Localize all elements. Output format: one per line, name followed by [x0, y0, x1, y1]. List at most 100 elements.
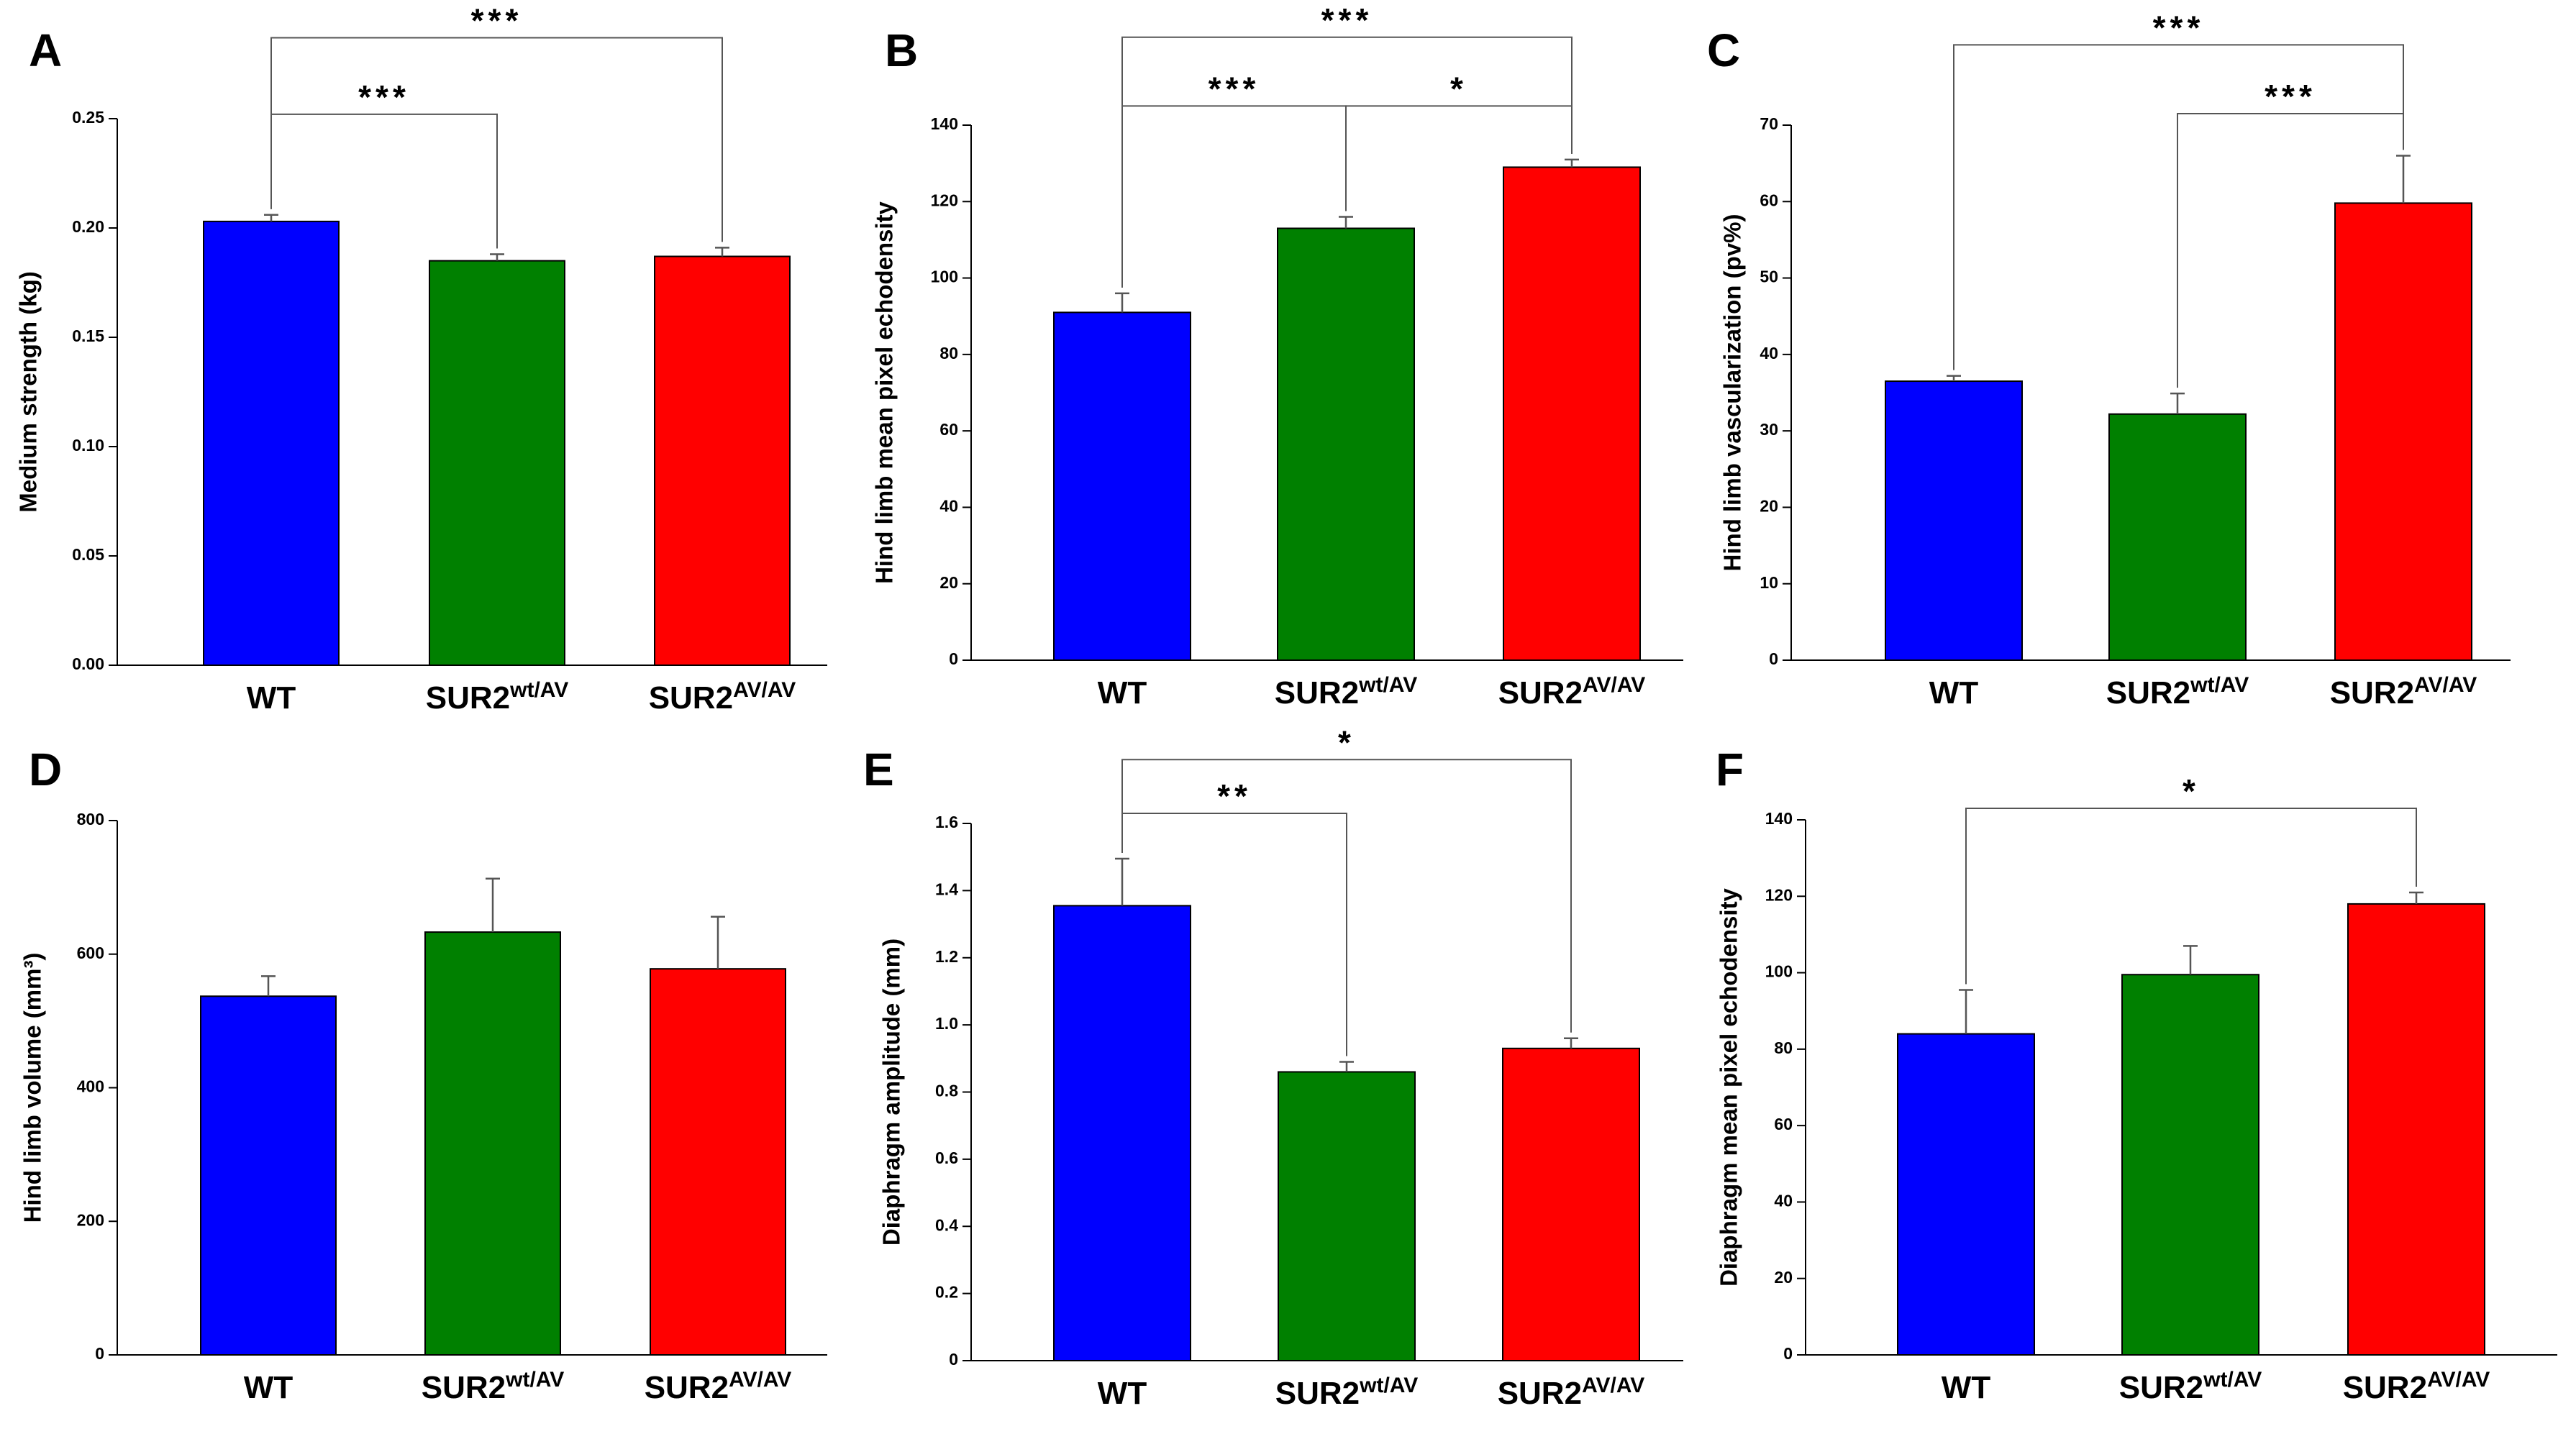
- category-label: SUR2AV/AV: [2330, 673, 2477, 711]
- y-tick-label: 0: [949, 649, 958, 668]
- y-tick-label: 0.20: [72, 217, 104, 236]
- significance-label: ***: [471, 2, 523, 40]
- significance-label: ***: [358, 78, 410, 116]
- y-tick-label: 0.05: [72, 545, 104, 564]
- bar-sur2-wt-av: [429, 260, 565, 667]
- y-tick-label: 0.15: [72, 326, 104, 345]
- significance-bracket: [270, 37, 723, 242]
- bar-sur2-av-av: [2334, 202, 2472, 661]
- y-tick-label: 0.4: [935, 1215, 958, 1234]
- y-tick-label: 0.8: [935, 1082, 958, 1100]
- y-tick-label: 600: [77, 944, 104, 962]
- significance-bracket: [1121, 759, 1572, 1033]
- y-tick-label: 100: [1765, 962, 1793, 981]
- y-tick-label: 30: [1760, 420, 1778, 439]
- panel-f: F 0 20 40 60 80 100 120 140 Diaphragm mean pixel …: [1716, 744, 2557, 1405]
- y-tick-label: 0: [95, 1344, 104, 1363]
- panel-letter: C: [1707, 24, 1740, 76]
- bar-sur2-wt-av: [1278, 1071, 1416, 1362]
- y-tick-label: 40: [939, 497, 958, 516]
- y-tick-label: 0.25: [72, 108, 104, 127]
- y-tick-label: 80: [1774, 1038, 1793, 1057]
- category-label: SUR2AV/AV: [1498, 673, 1646, 711]
- y-axis-label: Diaphragm amplitude (mm): [878, 939, 905, 1246]
- category-label: WT: [1942, 1370, 1991, 1405]
- y-tick-label: 140: [931, 114, 958, 133]
- significance-bracket: [1121, 36, 1573, 288]
- panel-letter: D: [29, 744, 62, 795]
- panel-letter: B: [885, 24, 918, 76]
- y-tick-label: 70: [1760, 114, 1778, 133]
- y-tick-label: 10: [1760, 573, 1778, 592]
- significance-label: *: [2183, 772, 2200, 810]
- panel-c: C 0 10 20 30 40 50 60 70 Hind limb vascularizatio…: [1707, 9, 2511, 711]
- y-tick-label: 50: [1760, 268, 1778, 286]
- category-label: SUR2AV/AV: [2343, 1368, 2490, 1405]
- y-tick-label: 1.0: [935, 1014, 958, 1033]
- y-tick-label: 0: [949, 1350, 958, 1369]
- bar-sur2-av-av: [2347, 903, 2485, 1356]
- significance-label: *: [1338, 723, 1355, 761]
- category-label: SUR2wt/AV: [1275, 673, 1417, 711]
- category-label: WT: [1098, 675, 1147, 711]
- y-tick-label: 20: [1760, 497, 1778, 516]
- y-axis-label: Medium strength (kg): [15, 271, 42, 513]
- panel-a: A 0.00 0.05 0.10 0.15 0.20 0.25 Medium strength…: [15, 2, 827, 716]
- significance-bracket: [1953, 44, 2404, 370]
- significance-label: ***: [1209, 70, 1260, 107]
- category-label: SUR2wt/AV: [1275, 1374, 1418, 1411]
- bar-sur2-av-av: [650, 968, 786, 1356]
- bar-sur2-wt-av: [1277, 227, 1415, 661]
- bar-sur2-av-av: [654, 255, 791, 666]
- y-tick-label: 0.6: [935, 1148, 958, 1167]
- significance-label: *: [1450, 70, 1467, 107]
- bar-wt: [203, 220, 340, 666]
- y-tick-label: 0: [1783, 1344, 1793, 1363]
- y-tick-label: 0.10: [72, 436, 104, 455]
- bar-sur2-av-av: [1502, 1047, 1640, 1362]
- y-tick-label: 400: [77, 1077, 104, 1096]
- panel-d: D 0 200 400 600 800 Hind limb volume (mm³) WT SU…: [19, 744, 827, 1405]
- bar-wt: [1053, 905, 1191, 1361]
- y-tick-label: 200: [77, 1210, 104, 1229]
- y-tick-label: 120: [931, 191, 958, 209]
- bar-wt: [200, 995, 337, 1356]
- y-tick-label: 100: [931, 268, 958, 286]
- y-tick-label: 800: [77, 810, 104, 828]
- category-label: SUR2AV/AV: [645, 1368, 792, 1405]
- y-tick-label: 20: [1774, 1268, 1793, 1287]
- category-label: WT: [247, 680, 296, 716]
- category-label: SUR2wt/AV: [2119, 1368, 2262, 1405]
- y-tick-label: 0.00: [72, 654, 104, 673]
- bar-sur2-av-av: [1503, 166, 1641, 661]
- category-label: SUR2AV/AV: [649, 678, 796, 716]
- bar-wt: [1885, 380, 2023, 661]
- significance-label: **: [1217, 777, 1252, 815]
- y-axis-label: Hind limb volume (mm³): [19, 953, 46, 1223]
- y-tick-label: 60: [939, 420, 958, 439]
- category-label: SUR2wt/AV: [426, 678, 568, 716]
- panel-letter: F: [1716, 744, 1744, 795]
- y-tick-label: 1.2: [935, 947, 958, 966]
- category-label: SUR2AV/AV: [1498, 1374, 1645, 1411]
- category-label: WT: [244, 1370, 293, 1405]
- y-tick-label: 0: [1769, 649, 1778, 668]
- y-tick-label: 20: [939, 573, 958, 592]
- category-label: SUR2wt/AV: [2106, 673, 2249, 711]
- y-tick-label: 140: [1765, 809, 1793, 828]
- y-tick-label: 60: [1760, 191, 1778, 209]
- significance-label: ***: [2153, 9, 2205, 46]
- panel-b: B 0 20 40 60 80 100 120 140 Hind limb mean pixel …: [871, 1, 1683, 711]
- significance-bracket: [1965, 808, 2417, 985]
- y-axis-label: Hind limb vascularization (pv%): [1719, 214, 1746, 572]
- panel-letter: A: [29, 24, 62, 76]
- bar-sur2-wt-av: [424, 931, 561, 1356]
- y-tick-label: 80: [939, 344, 958, 362]
- y-tick-label: 40: [1760, 344, 1778, 362]
- y-axis-label: Hind limb mean pixel echodensity: [871, 201, 898, 583]
- bar-wt: [1053, 311, 1191, 661]
- category-label: WT: [1929, 675, 1979, 711]
- y-tick-label: 40: [1774, 1192, 1793, 1210]
- bar-sur2-wt-av: [2121, 974, 2259, 1356]
